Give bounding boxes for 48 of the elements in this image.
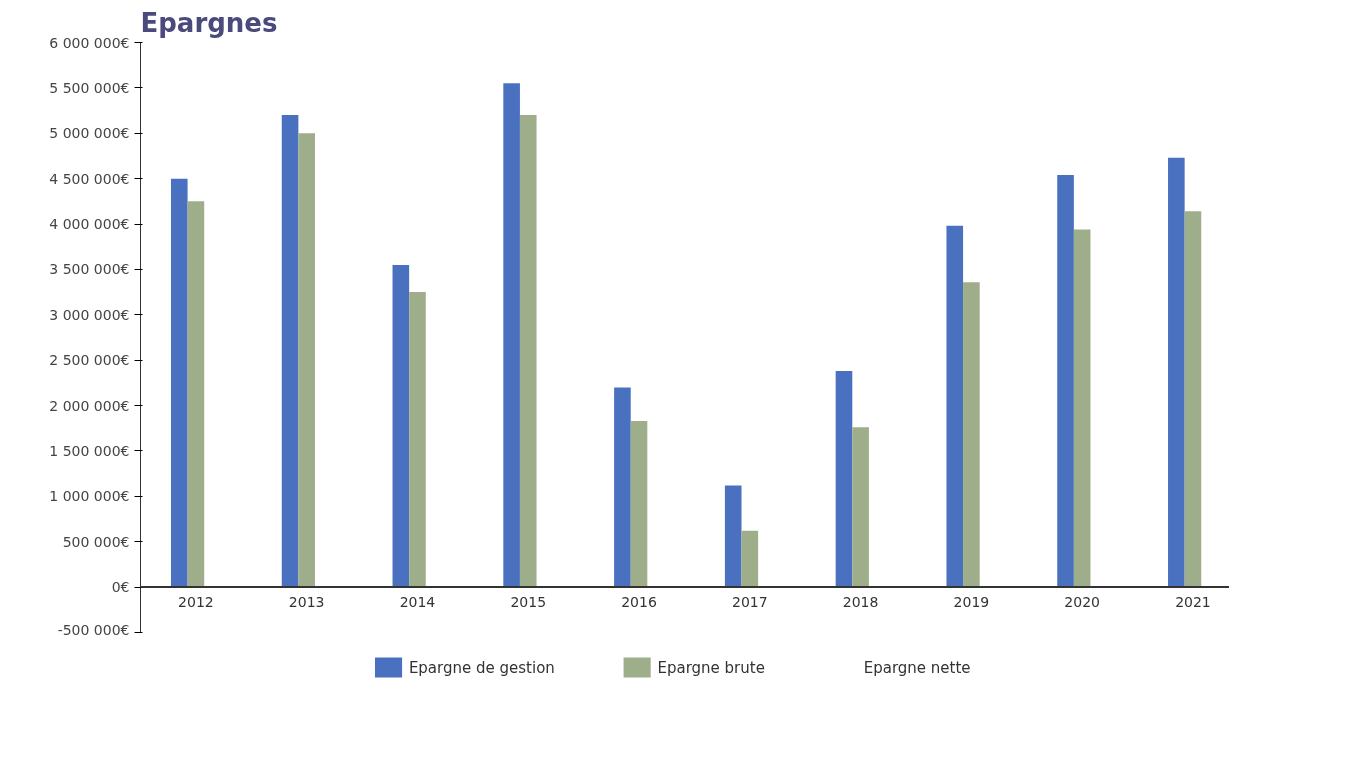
- bar: [170, 178, 188, 588]
- x-tick-label: 2014: [399, 594, 436, 611]
- bar: [963, 282, 980, 588]
- x-tick-label: 2018: [842, 594, 879, 611]
- bar: [741, 530, 759, 588]
- y-tick-label: 6 000 000€: [49, 34, 130, 51]
- bar: [724, 485, 742, 588]
- y-tick-label: 4 500 000€: [49, 170, 130, 187]
- y-tick-label: 0€: [111, 579, 130, 596]
- bar: [946, 225, 964, 588]
- bar: [392, 264, 410, 588]
- x-tick-label: 2015: [510, 594, 547, 611]
- bar: [187, 201, 205, 588]
- bar: [281, 115, 299, 588]
- bar: [409, 292, 426, 588]
- bar: [519, 115, 537, 588]
- bar: [852, 427, 869, 588]
- legend-label: Epargne brute: [657, 658, 765, 677]
- bar: [1184, 211, 1202, 588]
- bar: [614, 387, 631, 588]
- y-tick-label: -500 000€: [57, 621, 130, 638]
- text: Epargne nette: [863, 658, 971, 677]
- bar: [835, 371, 853, 588]
- y-tick-label: 2 000 000€: [49, 397, 130, 414]
- bar: [1057, 175, 1074, 588]
- y-tick-label: 1 000 000€: [49, 488, 130, 505]
- x-tick-label: 2020: [1064, 594, 1100, 611]
- bar: [298, 133, 315, 588]
- x-tick-label: 2013: [288, 594, 325, 611]
- y-tick-label: 500 000€: [62, 533, 130, 550]
- x-tick-label: 2016: [621, 594, 657, 611]
- y-tick-label: 5 000 000€: [49, 125, 130, 142]
- legend-label: Epargne de gestion: [408, 658, 555, 677]
- chart-title: Epargnes: [140, 7, 278, 38]
- y-tick-label: 2 500 000€: [49, 352, 130, 369]
- x-tick-label: 2017: [732, 594, 768, 611]
- y-tick-label: 3 000 000€: [49, 306, 130, 323]
- bar: [503, 83, 520, 588]
- y-tick-label: 1 500 000€: [49, 442, 130, 459]
- x-tick-label: 2021: [1175, 594, 1211, 611]
- y-tick-label: 5 500 000€: [49, 79, 130, 96]
- bar: [1073, 229, 1091, 588]
- bar: [1168, 157, 1185, 588]
- bar: [630, 421, 648, 588]
- y-tick-label: 3 500 000€: [49, 261, 130, 278]
- x-tick-label: 2019: [953, 594, 990, 611]
- y-tick-label: 4 000 000€: [49, 216, 130, 233]
- x-tick-label: 2012: [178, 594, 214, 611]
